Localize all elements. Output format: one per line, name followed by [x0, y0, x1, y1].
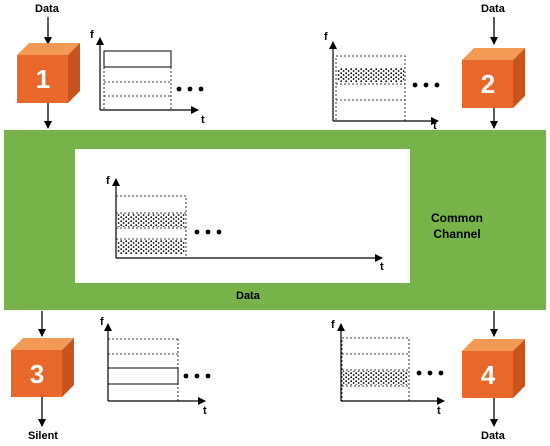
axis-f-label-2: f: [324, 31, 328, 43]
axis-t-label-2: t: [433, 120, 437, 132]
common-channel-label: Common Channel: [431, 211, 483, 241]
chart-station-4: [337, 323, 445, 405]
station-number-2: 2: [481, 69, 495, 99]
chart-station-2: [329, 41, 440, 125]
axis-t-label-4: t: [437, 405, 441, 417]
data-input-label-1: Data: [35, 3, 59, 15]
station-number-3: 3: [30, 359, 44, 389]
chart-station-3: [104, 323, 211, 405]
data-output-label-4: Data: [481, 430, 505, 442]
data-input-label-2: Data: [481, 3, 505, 15]
station-number-1: 1: [36, 64, 50, 94]
axis-f-label-1: f: [90, 29, 94, 41]
axis-t-label-1: t: [201, 114, 205, 126]
station-cube-3: [11, 338, 74, 397]
axis-f-label-3: f: [100, 316, 104, 328]
chart-station-1: [96, 37, 204, 114]
station-cube-4: [462, 339, 525, 398]
silent-output-label-3: Silent: [28, 430, 58, 442]
axis-t-label-3: t: [203, 405, 207, 417]
axis-t-label-center: t: [380, 261, 384, 273]
station-number-4: 4: [481, 360, 496, 390]
station-cube-1: [17, 43, 80, 103]
chart-common-channel: [112, 178, 383, 262]
station-cube-2: [462, 48, 525, 108]
axis-f-label-4: f: [331, 319, 335, 331]
axis-f-label-center: f: [106, 175, 110, 187]
channel-data-label: Data: [236, 290, 260, 302]
